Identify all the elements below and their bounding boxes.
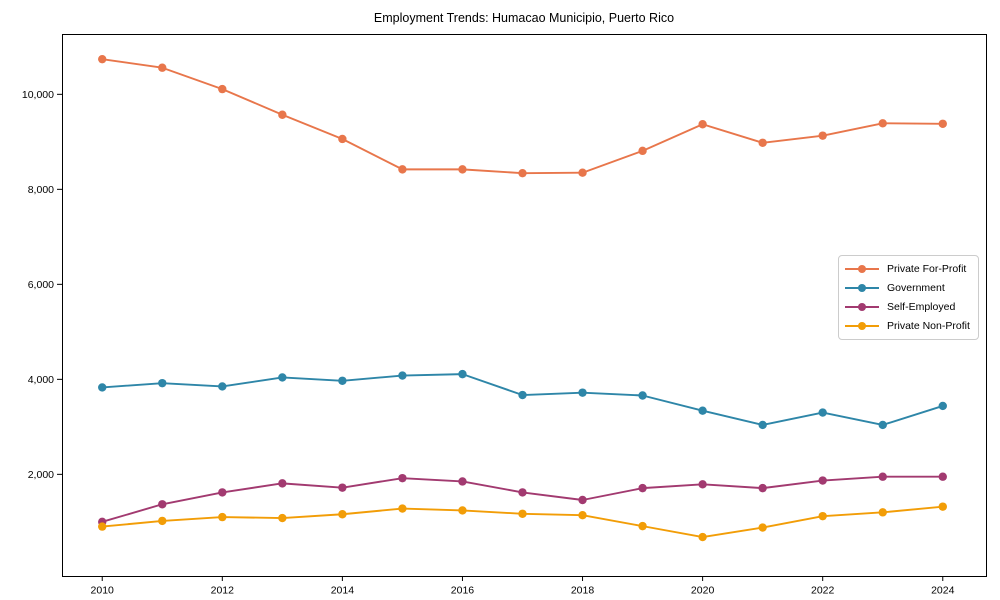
data-point (758, 420, 767, 430)
legend-label: Private Non-Profit (887, 320, 970, 333)
x-tick-label: 2024 (931, 585, 955, 597)
data-point (218, 512, 227, 522)
y-tick-label: 6,000 (28, 279, 54, 291)
legend-item-private-for-profit: Private For-Profit (845, 259, 972, 278)
data-point (218, 488, 227, 497)
data-point (338, 483, 347, 492)
data-point (278, 110, 287, 119)
data-point (278, 479, 287, 488)
data-point (518, 488, 527, 497)
y-tick-label: 10,000 (22, 89, 54, 101)
data-point (458, 477, 467, 486)
legend-item-government: Government (845, 278, 972, 297)
data-point (638, 146, 647, 156)
legend-item-self-employed: Self-Employed (845, 298, 972, 317)
data-point (878, 420, 887, 430)
data-point (218, 84, 227, 94)
data-point (878, 119, 887, 128)
series-line-private-for-profit (102, 58, 943, 175)
data-point (878, 472, 887, 481)
data-point (638, 391, 647, 400)
data-point (518, 168, 527, 178)
data-point (818, 476, 827, 485)
data-point (938, 401, 947, 411)
legend-item-private-non-profit: Private Non-Profit (845, 317, 972, 336)
chart-title: Employment Trends: Humacao Municipio, Pu… (373, 11, 675, 25)
data-point (938, 119, 947, 128)
data-point (218, 382, 227, 391)
data-point (638, 521, 647, 531)
data-point (158, 516, 167, 526)
data-point (578, 510, 587, 520)
data-point (758, 523, 767, 532)
x-tick-label: 2022 (811, 585, 835, 597)
data-point (398, 473, 407, 483)
x-tick-label: 2018 (571, 585, 595, 597)
data-point (278, 373, 287, 382)
y-tick-label: 4,000 (28, 374, 54, 386)
legend-label: Private For-Profit (887, 262, 967, 275)
data-point (578, 168, 587, 177)
data-point (818, 408, 827, 417)
data-point (338, 134, 347, 144)
data-point (938, 502, 947, 511)
x-tick-label: 2014 (331, 585, 355, 597)
data-point (578, 495, 587, 505)
data-point (518, 390, 527, 400)
x-tick-label: 2012 (211, 585, 235, 597)
y-tick-label: 8,000 (28, 184, 54, 196)
x-tick-label: 2010 (91, 585, 115, 597)
x-tick-label: 2020 (691, 585, 715, 597)
axes-frame (62, 34, 987, 577)
data-point (758, 138, 767, 147)
data-point (98, 54, 107, 64)
data-point (518, 509, 527, 518)
data-point (98, 522, 107, 531)
data-point (638, 483, 647, 493)
data-point (98, 383, 107, 392)
data-point (278, 513, 287, 523)
data-point (398, 504, 407, 513)
data-point (338, 510, 347, 519)
data-point (398, 165, 407, 174)
legend: Private For-Profit Government Self-Employe… (838, 255, 979, 340)
data-point (398, 371, 407, 380)
data-point (458, 506, 467, 515)
legend-swatch-icon (845, 264, 879, 273)
data-point (578, 388, 587, 397)
legend-label: Government (887, 281, 945, 294)
legend-swatch-icon (845, 283, 879, 292)
data-point (878, 508, 887, 517)
data-point (698, 120, 707, 129)
data-point (338, 376, 347, 385)
data-point (158, 63, 167, 72)
data-point (158, 378, 167, 388)
data-point (698, 406, 707, 415)
series-line-government (102, 373, 944, 426)
data-point (818, 511, 827, 521)
data-point (698, 532, 707, 542)
data-point (818, 131, 827, 140)
data-point (938, 472, 947, 481)
x-tick-label: 2016 (451, 585, 475, 597)
data-point (758, 483, 767, 493)
legend-label: Self-Employed (887, 301, 956, 314)
legend-swatch-icon (845, 303, 879, 312)
data-point (158, 500, 167, 509)
data-point (458, 369, 467, 379)
y-tick-label: 2,000 (28, 469, 54, 481)
legend-swatch-icon (845, 322, 879, 331)
data-point (698, 480, 707, 489)
data-point (458, 165, 467, 174)
